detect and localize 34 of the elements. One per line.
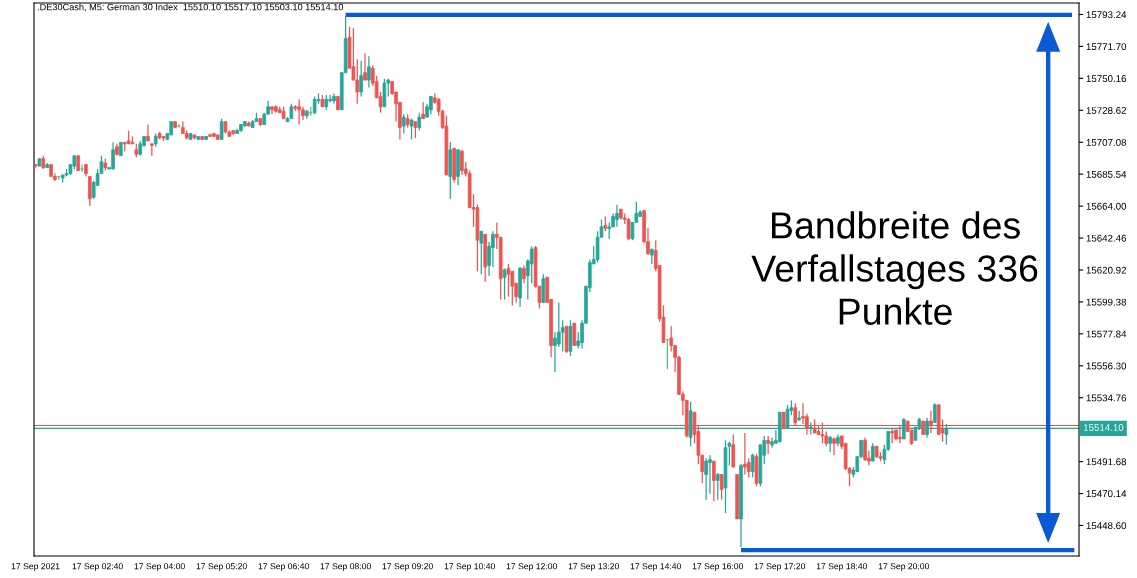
y-tick-label: 15642.46 xyxy=(1086,234,1127,242)
x-tick-label: 17 Sep 17:20 xyxy=(754,563,806,571)
x-tick-label: 17 Sep 20:00 xyxy=(878,563,930,571)
y-tick-label: 15793.24 xyxy=(1086,11,1127,19)
x-tick-label: 17 Sep 13:20 xyxy=(568,563,619,571)
x-tick-label: 17 Sep 08:00 xyxy=(320,563,371,571)
y-tick-label: 15448.60 xyxy=(1086,522,1127,530)
x-tick-label: 17 Sep 16:00 xyxy=(692,563,744,571)
x-tick-label: 17 Sep 04:00 xyxy=(134,563,185,571)
y-tick-label: 15556.30 xyxy=(1086,362,1127,370)
x-tick-label: 17 Sep 2021 xyxy=(11,563,60,571)
x-tick-label: 17 Sep 18:40 xyxy=(816,563,868,571)
y-tick-label: 15534.76 xyxy=(1086,394,1127,402)
x-tick-label: 17 Sep 02:40 xyxy=(72,563,123,571)
annotation: Bandbreite des Verfallstages 336 Punkte xyxy=(751,211,1038,325)
ref-line-label: 15514.10 xyxy=(1083,424,1124,431)
chart-title: .DE30Cash, M5: German 30 Index 15510.10 15517.10 15503.10 15514.10 xyxy=(37,3,344,12)
x-tick-label: 17 Sep 10:40 xyxy=(444,563,495,571)
y-tick-label: 15599.38 xyxy=(1086,298,1127,306)
y-tick-label: 15750.16 xyxy=(1086,75,1127,82)
y-tick-label: 15707.08 xyxy=(1086,138,1127,146)
y-tick-label: 15470.14 xyxy=(1086,490,1127,498)
x-tick-label: 17 Sep 14:40 xyxy=(630,563,682,571)
y-tick-label: 15771.70 xyxy=(1086,43,1127,51)
y-tick-label: 15577.84 xyxy=(1086,330,1127,338)
x-tick-label: 17 Sep 06:40 xyxy=(258,563,309,571)
x-tick-label: 17 Sep 09:20 xyxy=(382,563,433,571)
x-tick-label: 17 Sep 05:20 xyxy=(196,563,247,571)
x-tick-label: 17 Sep 12:00 xyxy=(506,563,557,571)
y-tick-label: 15728.62 xyxy=(1086,107,1127,114)
y-tick-label: 15685.54 xyxy=(1086,170,1127,178)
y-tick-label: 15491.68 xyxy=(1086,458,1127,466)
y-tick-label: 15664.00 xyxy=(1086,202,1127,210)
y-tick-label: 15620.92 xyxy=(1086,266,1127,274)
